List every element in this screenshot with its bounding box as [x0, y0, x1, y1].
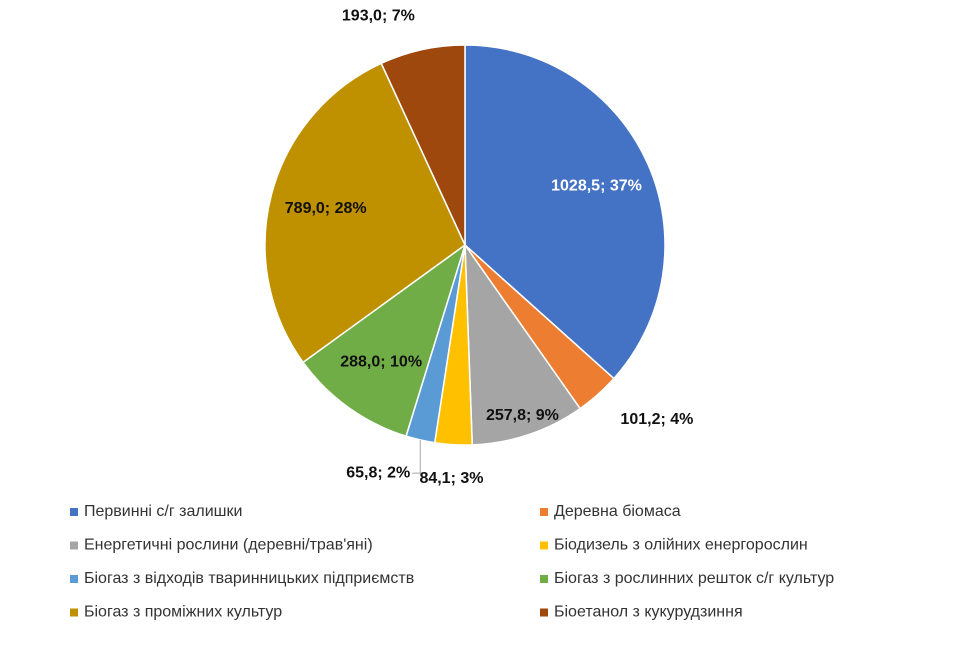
- pie-slice: [301, 243, 467, 438]
- legend-label: Біоетанол з кукурудзиння: [554, 604, 743, 621]
- data-label: 257,8; 9%: [486, 407, 559, 424]
- legend-label: Біогаз з рослинних решток с/г культур: [554, 570, 834, 587]
- data-label: 65,8; 2%: [346, 464, 410, 481]
- data-label: 193,0; 7%: [342, 8, 415, 25]
- legend-swatch: [70, 575, 78, 583]
- pie-slice: [464, 44, 666, 380]
- data-label: 789,0; 28%: [285, 200, 367, 217]
- legend-swatch: [540, 508, 548, 516]
- pie-slice: [464, 242, 582, 446]
- legend-swatch: [540, 541, 548, 550]
- legend-swatch: [540, 608, 548, 617]
- data-label: 288,0; 10%: [340, 353, 422, 370]
- leader-line: [412, 439, 421, 474]
- legend-label: Біогаз з проміжних культур: [84, 604, 282, 621]
- legend-swatch: [70, 508, 78, 516]
- legend-label: Енергетичні рослини (деревні/трав'яні): [84, 537, 373, 554]
- data-label: 101,2; 4%: [620, 411, 693, 428]
- legend-label: Первинні с/г залишки: [84, 503, 242, 520]
- legend-label: Деревна біомаса: [554, 503, 681, 520]
- legend-label: Біогаз з відходів тваринницьких підприєм…: [84, 570, 414, 587]
- legend-swatch: [540, 575, 548, 583]
- legend-label: Біодизель з олійних енергорослин: [554, 537, 808, 554]
- data-label: 1028,5; 37%: [551, 178, 642, 195]
- legend-swatch: [70, 608, 78, 617]
- data-label: 84,1; 3%: [419, 470, 483, 487]
- legend-swatch: [70, 541, 78, 550]
- pie-slice: [380, 44, 466, 246]
